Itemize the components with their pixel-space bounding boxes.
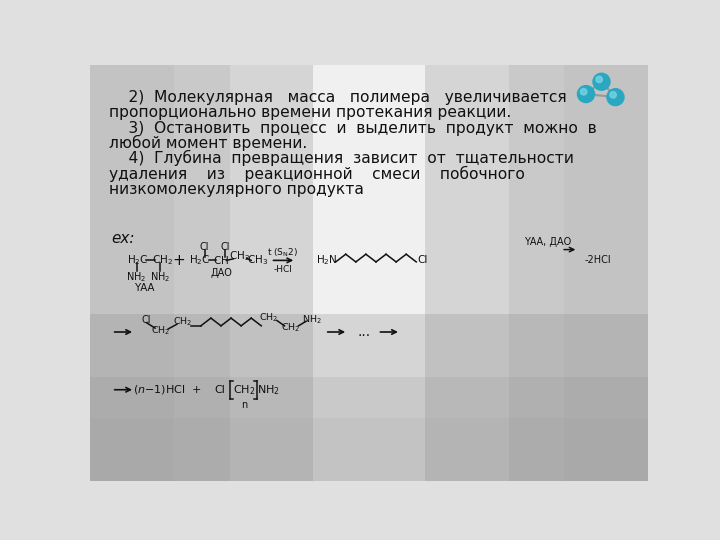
Polygon shape (90, 65, 230, 481)
Text: $\mathrm{CH_2}$: $\mathrm{CH_2}$ (233, 383, 256, 397)
Text: t ($\mathrm{S_N2}$): t ($\mathrm{S_N2}$) (267, 246, 299, 259)
Text: $\mathrm{NH_2}$: $\mathrm{NH_2}$ (150, 271, 170, 284)
Text: +: + (172, 253, 185, 268)
Text: $\mathrm{NH_2}$: $\mathrm{NH_2}$ (257, 383, 279, 397)
Text: $(n{-}1)\mathrm{HCl}$  +: $(n{-}1)\mathrm{HCl}$ + (133, 383, 202, 396)
Circle shape (593, 73, 610, 90)
Text: Cl: Cl (215, 384, 225, 395)
Text: $\mathrm{CH_2}$: $\mathrm{CH_2}$ (174, 316, 193, 328)
Circle shape (596, 76, 603, 83)
Text: удаления    из    реакционной    смеси    побочного: удаления из реакционной смеси побочного (109, 166, 526, 182)
Text: $\mathrm{CH}$: $\mathrm{CH}$ (213, 254, 229, 266)
Polygon shape (508, 65, 648, 481)
Text: $\mathrm{H_2C}$: $\mathrm{H_2C}$ (189, 253, 211, 267)
Text: ex:: ex: (112, 232, 135, 246)
Text: пропорционально времени протекания реакции.: пропорционально времени протекания реакц… (109, 105, 512, 120)
Text: $\mathrm{NH_2}$: $\mathrm{NH_2}$ (127, 271, 147, 284)
Polygon shape (90, 65, 313, 481)
Text: Cl: Cl (200, 241, 210, 252)
Text: $\mathrm{CH_2}$: $\mathrm{CH_2}$ (281, 322, 300, 334)
Text: $\mathrm{CH_2}$: $\mathrm{CH_2}$ (150, 324, 170, 337)
Text: $\mathrm{CH_2}$: $\mathrm{CH_2}$ (259, 312, 279, 325)
Text: -HCl: -HCl (274, 265, 292, 274)
Text: $\mathrm{CH_2}$: $\mathrm{CH_2}$ (153, 253, 174, 267)
Circle shape (607, 89, 624, 106)
Text: 3)  Остановить  процесс  и  выделить  продукт  можно  в: 3) Остановить процесс и выделить продукт… (109, 120, 597, 136)
Text: Cl: Cl (220, 241, 230, 252)
Polygon shape (90, 65, 174, 481)
Text: n: n (241, 400, 248, 410)
Circle shape (577, 85, 595, 103)
Text: ...: ... (357, 325, 370, 339)
Text: $\mathrm{H_2C}$: $\mathrm{H_2C}$ (127, 253, 149, 267)
Text: $\mathrm{NH_2}$: $\mathrm{NH_2}$ (302, 313, 323, 326)
Text: ҮАА, ДАО: ҮАА, ДАО (523, 237, 571, 247)
Text: ДАО: ДАО (211, 268, 233, 278)
Circle shape (580, 89, 587, 95)
Text: низкомолекулярного продукта: низкомолекулярного продукта (109, 182, 364, 197)
Text: -2НСl: -2НСl (585, 255, 611, 265)
Polygon shape (90, 418, 648, 481)
Text: любой момент времени.: любой момент времени. (109, 135, 307, 151)
Text: ҮАА: ҮАА (134, 283, 155, 293)
Polygon shape (425, 65, 648, 481)
Text: $\mathrm{H_2N}$: $\mathrm{H_2N}$ (315, 253, 337, 267)
Text: $\mathrm{CH_2}$: $\mathrm{CH_2}$ (229, 249, 250, 264)
Polygon shape (564, 65, 648, 481)
Polygon shape (90, 377, 648, 481)
Text: Cl: Cl (418, 255, 428, 265)
Text: 4)  Глубина  превращения  зависит  от  тщательности: 4) Глубина превращения зависит от тщател… (109, 150, 575, 166)
Circle shape (610, 92, 616, 98)
Text: 2)  Молекулярная   масса   полимера   увеличивается: 2) Молекулярная масса полимера увеличива… (109, 90, 567, 105)
Text: Cl: Cl (142, 315, 151, 325)
Text: $\mathrm{CH_3}$: $\mathrm{CH_3}$ (247, 253, 268, 267)
Polygon shape (90, 314, 648, 481)
